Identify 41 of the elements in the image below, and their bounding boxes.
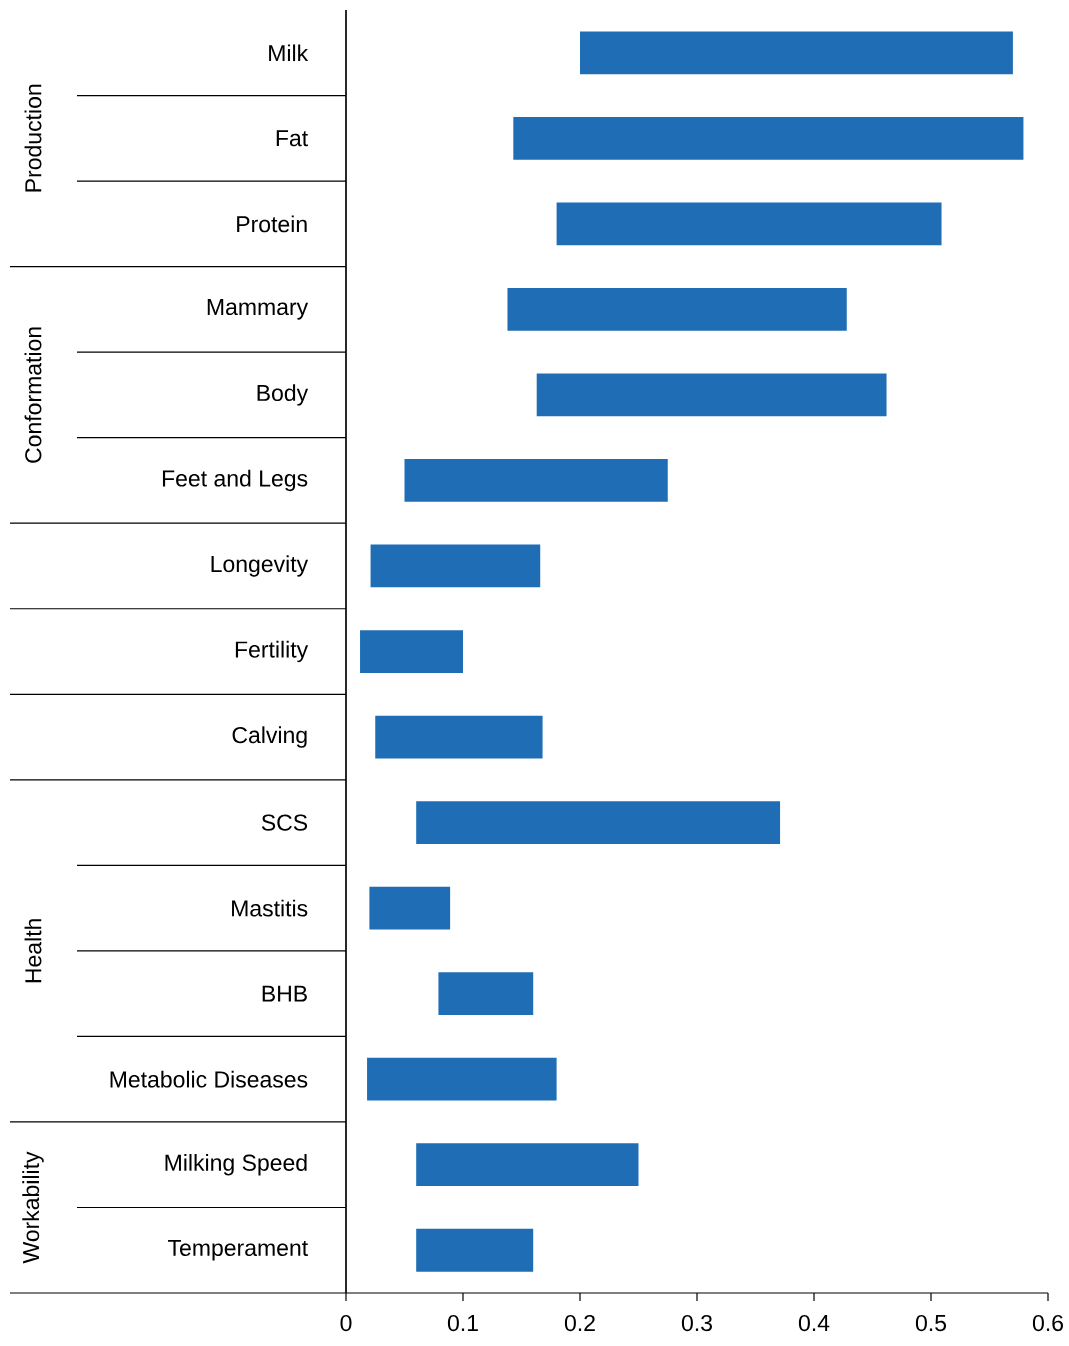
bar	[556, 202, 942, 246]
x-tick-label: 0.4	[798, 1314, 830, 1332]
y-tick-label: Milking Speed	[165, 1153, 307, 1176]
bar	[536, 373, 887, 417]
y-tick-label: Fertility	[235, 640, 309, 663]
y-tick-label: Calving	[232, 726, 307, 748]
text: Conformation	[24, 327, 42, 463]
y-tick-label: Milk	[269, 44, 309, 62]
bar	[438, 972, 534, 1016]
bar	[513, 116, 1024, 160]
text: Production	[24, 84, 42, 192]
bar	[367, 1057, 557, 1101]
y-tick-label: Fat	[276, 130, 308, 147]
x-tick-label: 0.5	[915, 1314, 947, 1332]
x-tick-label: 0.3	[681, 1314, 712, 1332]
bar	[360, 630, 463, 673]
text: Workability	[22, 1151, 44, 1264]
bar	[416, 801, 781, 844]
y-tick-label: SCS	[261, 814, 308, 831]
bar	[416, 1228, 534, 1272]
bar	[369, 886, 451, 930]
bar	[580, 31, 1013, 75]
y-tick-label: Protein	[237, 215, 307, 233]
x-tick-label: 0.2	[564, 1314, 595, 1332]
bar	[416, 1143, 639, 1187]
y-tick-label: Body	[257, 384, 309, 406]
x-tick-label: 0	[340, 1314, 352, 1332]
bar	[507, 287, 847, 331]
bar	[404, 459, 668, 502]
y-tick-label: Metabolic Diseases	[110, 1070, 308, 1088]
y-tick-label: Mammary	[207, 299, 309, 320]
x-tick-label: 0.1	[447, 1314, 478, 1332]
y-tick-label: Temperament	[168, 1239, 308, 1261]
text: Health	[24, 919, 42, 983]
bar	[370, 544, 541, 588]
y-tick-label: Feet and Legs	[162, 469, 308, 492]
x-tick-label: 0.6	[1032, 1314, 1063, 1332]
y-tick-label: Mastitis	[232, 899, 308, 917]
y-tick-label: BHB	[262, 985, 307, 1002]
y-tick-label: Longevity	[211, 555, 309, 577]
bar	[375, 715, 543, 759]
